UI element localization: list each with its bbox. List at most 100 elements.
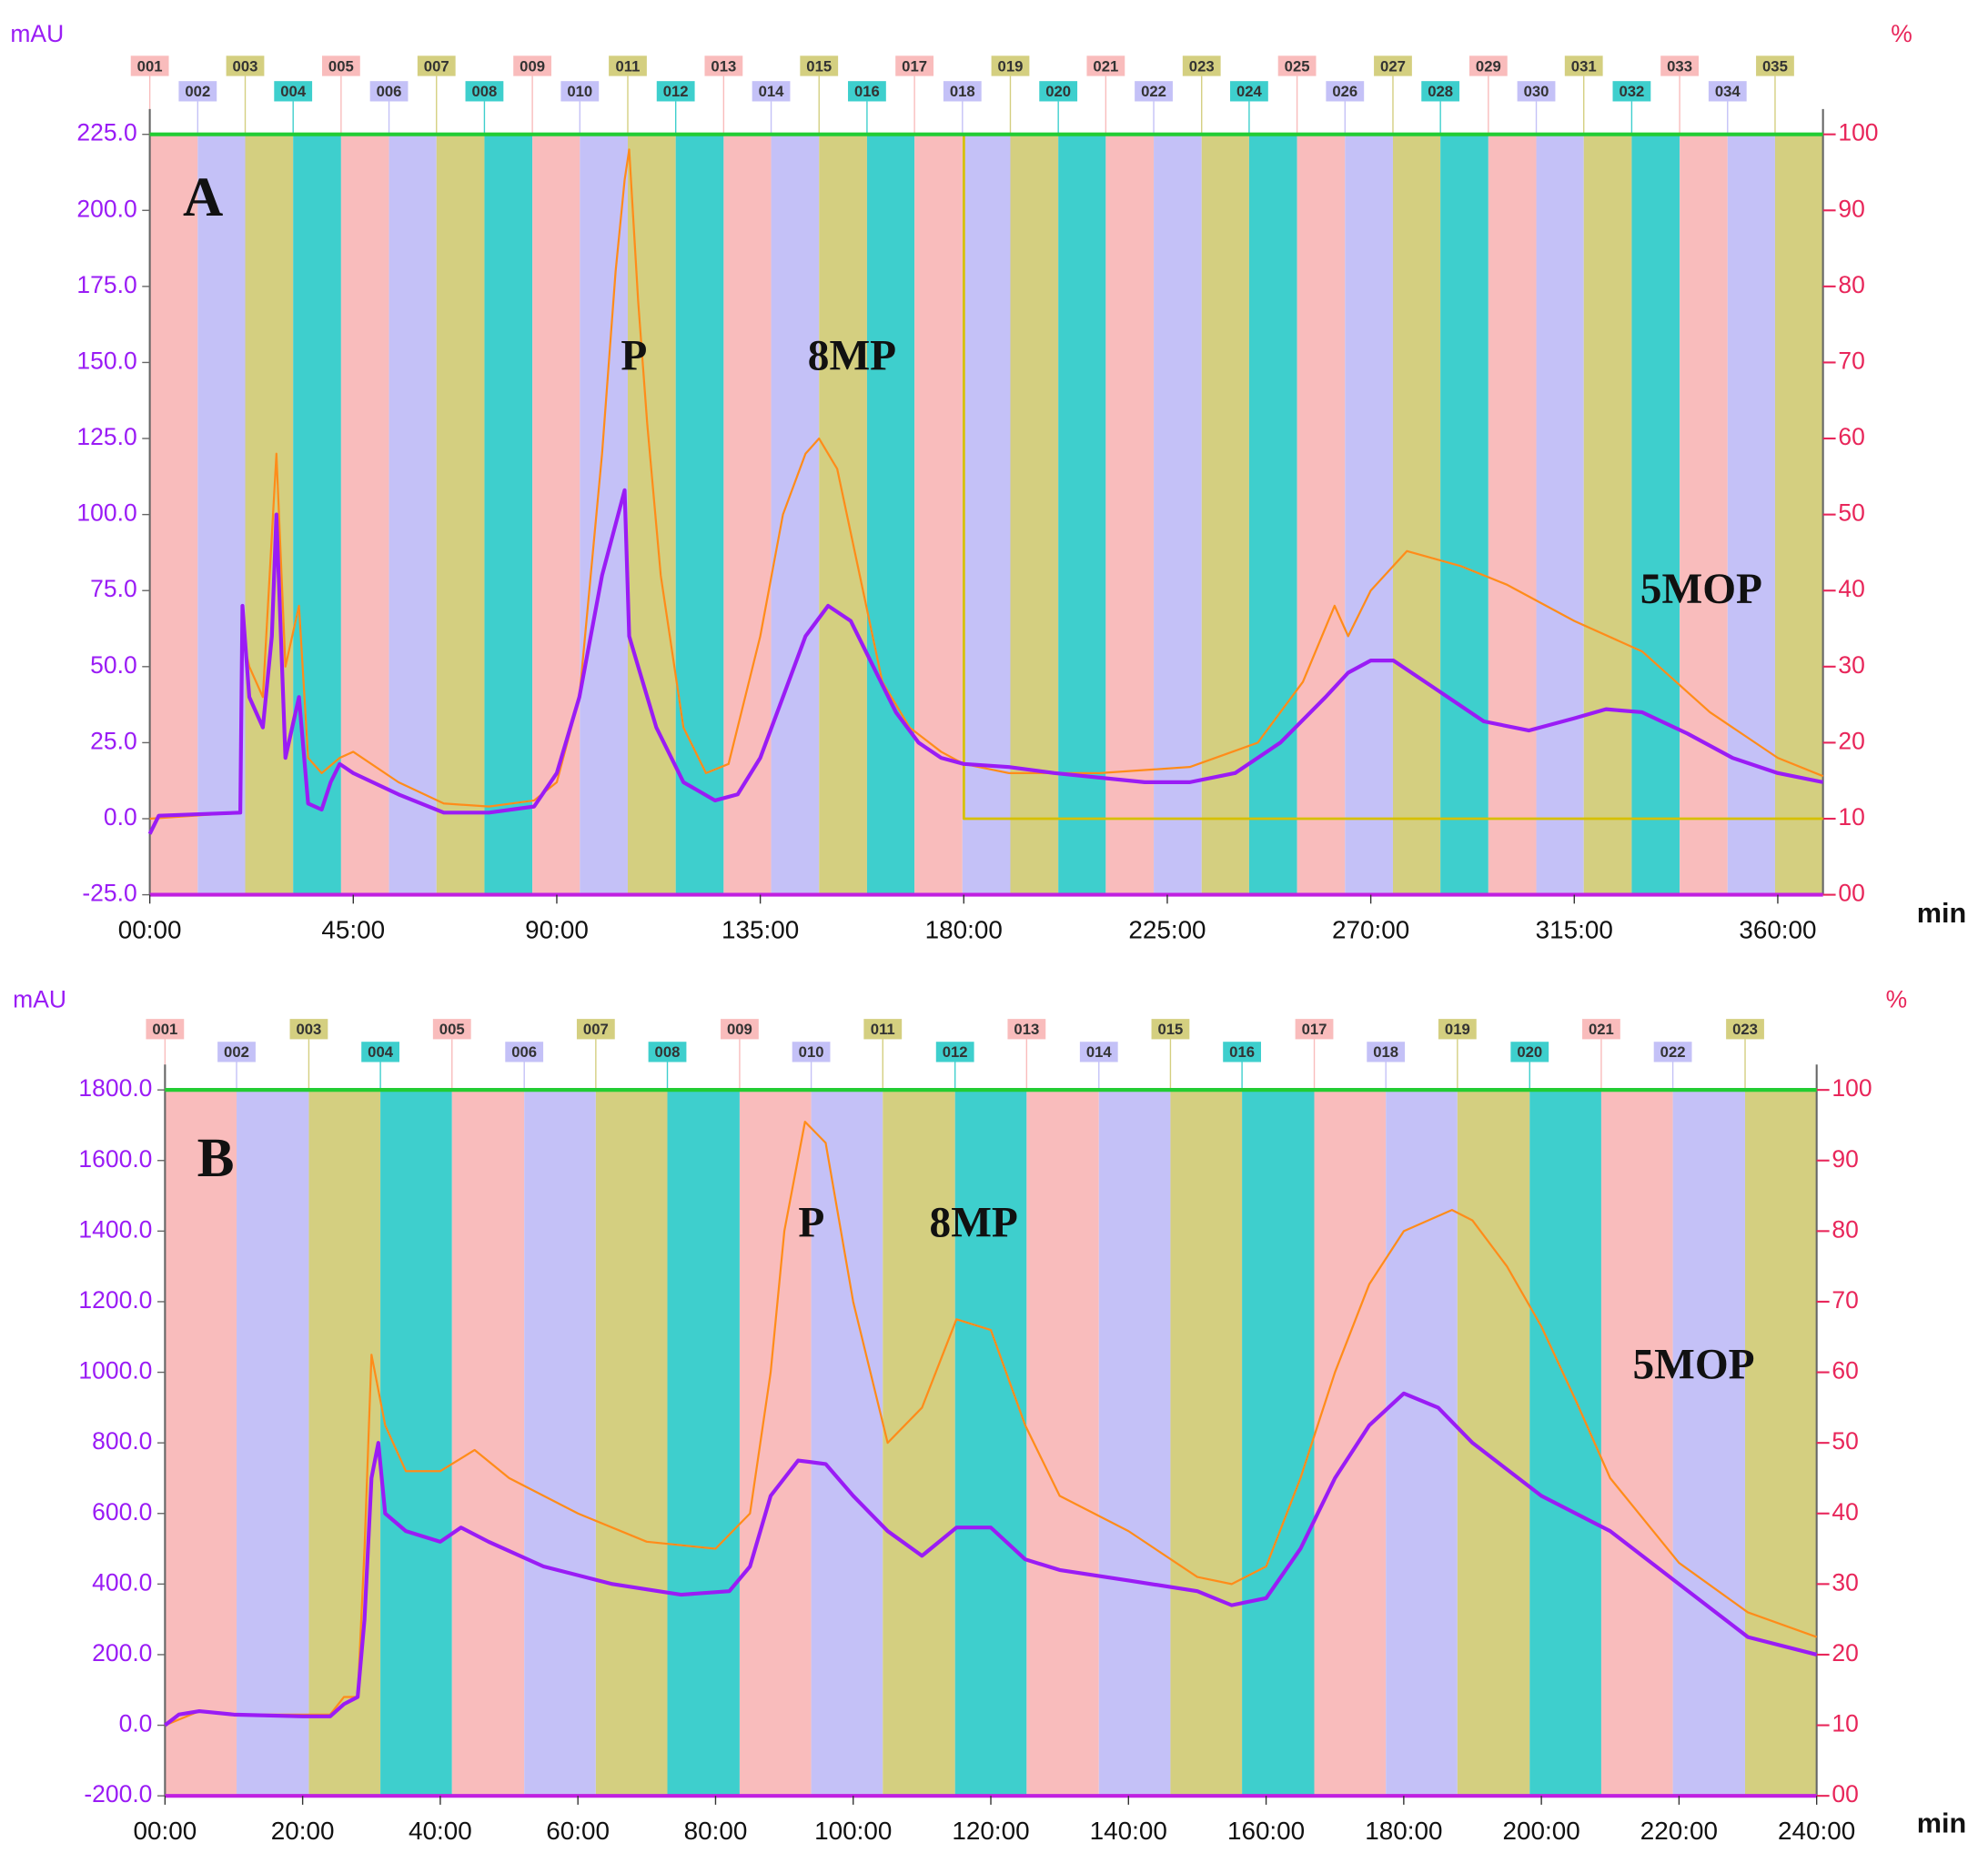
fraction-label-box (560, 81, 600, 102)
fraction-label-box (792, 1042, 831, 1062)
fraction-band (866, 134, 915, 895)
fraction-band (308, 1090, 381, 1797)
fraction-label-box (1086, 55, 1125, 76)
y2-tick-label: 90 (1838, 195, 1864, 222)
y2-axis-label: % (1891, 20, 1912, 47)
fraction-label: 019 (998, 57, 1024, 75)
fraction-band (1170, 1090, 1243, 1797)
fraction-label-box (1151, 1019, 1190, 1040)
fraction-label-box (226, 55, 265, 76)
y-tick-label: 50.0 (90, 651, 137, 679)
x-tick-label: 140:00 (1090, 1817, 1167, 1845)
fraction-label-box (1277, 55, 1317, 76)
fraction-label-box (217, 1042, 256, 1062)
x-tick-label: 00:00 (118, 915, 182, 943)
fraction-label: 018 (950, 83, 975, 100)
y2-tick-label: 70 (1838, 347, 1864, 374)
fraction-band (883, 1090, 955, 1797)
fraction-band (1297, 134, 1346, 895)
y-tick-label: 400.0 (92, 1568, 152, 1596)
fraction-band (723, 134, 772, 895)
fraction-band (1026, 1090, 1099, 1797)
fraction-label: 014 (1086, 1043, 1113, 1061)
y-tick-label: 1200.0 (78, 1286, 152, 1314)
fraction-band (197, 134, 246, 895)
fraction-label: 001 (137, 57, 163, 75)
fraction-band (580, 134, 628, 895)
fraction-label: 031 (1571, 57, 1597, 75)
fraction-label-box (369, 81, 409, 102)
fraction-label-box (1660, 55, 1699, 76)
y-tick-label: 125.0 (76, 423, 136, 450)
fraction-band (819, 134, 867, 895)
fraction-label-box (1367, 1042, 1406, 1062)
x-tick-label: 90:00 (525, 915, 589, 943)
fraction-label-box (863, 1019, 903, 1040)
fraction-band (451, 1090, 525, 1797)
fraction-band (1536, 134, 1584, 895)
fraction-label-box (1438, 1019, 1477, 1040)
fraction-label-box (1510, 1042, 1549, 1062)
x-axis-label: min (1917, 1808, 1966, 1838)
fraction-band (524, 1090, 596, 1797)
fraction-band (389, 134, 437, 895)
fraction-label-box (1468, 55, 1508, 76)
y2-tick-label: 70 (1832, 1286, 1858, 1314)
fraction-label-box (1564, 55, 1603, 76)
fraction-label-box (1230, 81, 1268, 102)
x-tick-label: 240:00 (1778, 1817, 1855, 1845)
fraction-label-box (1756, 55, 1794, 76)
y-tick-label: 175.0 (76, 271, 136, 298)
fraction-band (1386, 1090, 1458, 1797)
fraction-label-box (1326, 81, 1365, 102)
series-line (149, 148, 1824, 821)
y-axis-label: mAU (10, 20, 64, 47)
x-tick-label: 180:00 (1365, 1817, 1442, 1845)
fraction-band (237, 1090, 309, 1797)
fraction-band (1314, 1090, 1387, 1797)
fraction-label-box (361, 1042, 399, 1062)
fraction-band (1248, 134, 1297, 895)
fraction-band (1010, 134, 1059, 895)
fraction-label-box (417, 55, 456, 76)
fraction-label: 011 (616, 57, 641, 75)
fraction-band (1583, 134, 1632, 895)
y-axis-label: mAU (13, 986, 66, 1013)
fraction-label-box (130, 55, 169, 76)
fraction-band (1745, 1090, 1817, 1797)
fraction-label: 017 (1302, 1021, 1327, 1038)
fraction-band (962, 134, 1011, 895)
fraction-label: 006 (377, 83, 402, 100)
fraction-label-box (274, 81, 313, 102)
x-tick-label: 60:00 (546, 1817, 610, 1845)
x-tick-label: 100:00 (814, 1817, 892, 1845)
fraction-label: 022 (1660, 1043, 1686, 1061)
fraction-label: 010 (799, 1043, 824, 1061)
fraction-band (436, 134, 485, 895)
annotation: B (197, 1127, 235, 1189)
fraction-label-box (1182, 55, 1221, 76)
fraction-band (675, 134, 724, 895)
fraction-label: 010 (567, 83, 592, 100)
y-tick-label: 200.0 (76, 195, 136, 222)
x-tick-label: 200:00 (1503, 1817, 1580, 1845)
fraction-band (484, 134, 533, 895)
fraction-label-box (1039, 81, 1078, 102)
fraction-label: 009 (520, 57, 545, 75)
fraction-label: 035 (1762, 57, 1788, 75)
fraction-label-box (656, 81, 695, 102)
fraction-band (1098, 1090, 1171, 1797)
fraction-band (165, 1090, 237, 1797)
fraction-label: 003 (296, 1021, 321, 1038)
y2-tick-label: 00 (1838, 880, 1864, 907)
fraction-label: 013 (711, 57, 736, 75)
fraction-label: 032 (1619, 83, 1644, 100)
y2-tick-label: 100 (1838, 119, 1878, 146)
fraction-band (245, 134, 294, 895)
fraction-label: 033 (1667, 57, 1692, 75)
y-tick-label: -200.0 (84, 1780, 152, 1808)
y-tick-label: 1800.0 (78, 1074, 152, 1102)
fraction-band (1488, 134, 1537, 895)
